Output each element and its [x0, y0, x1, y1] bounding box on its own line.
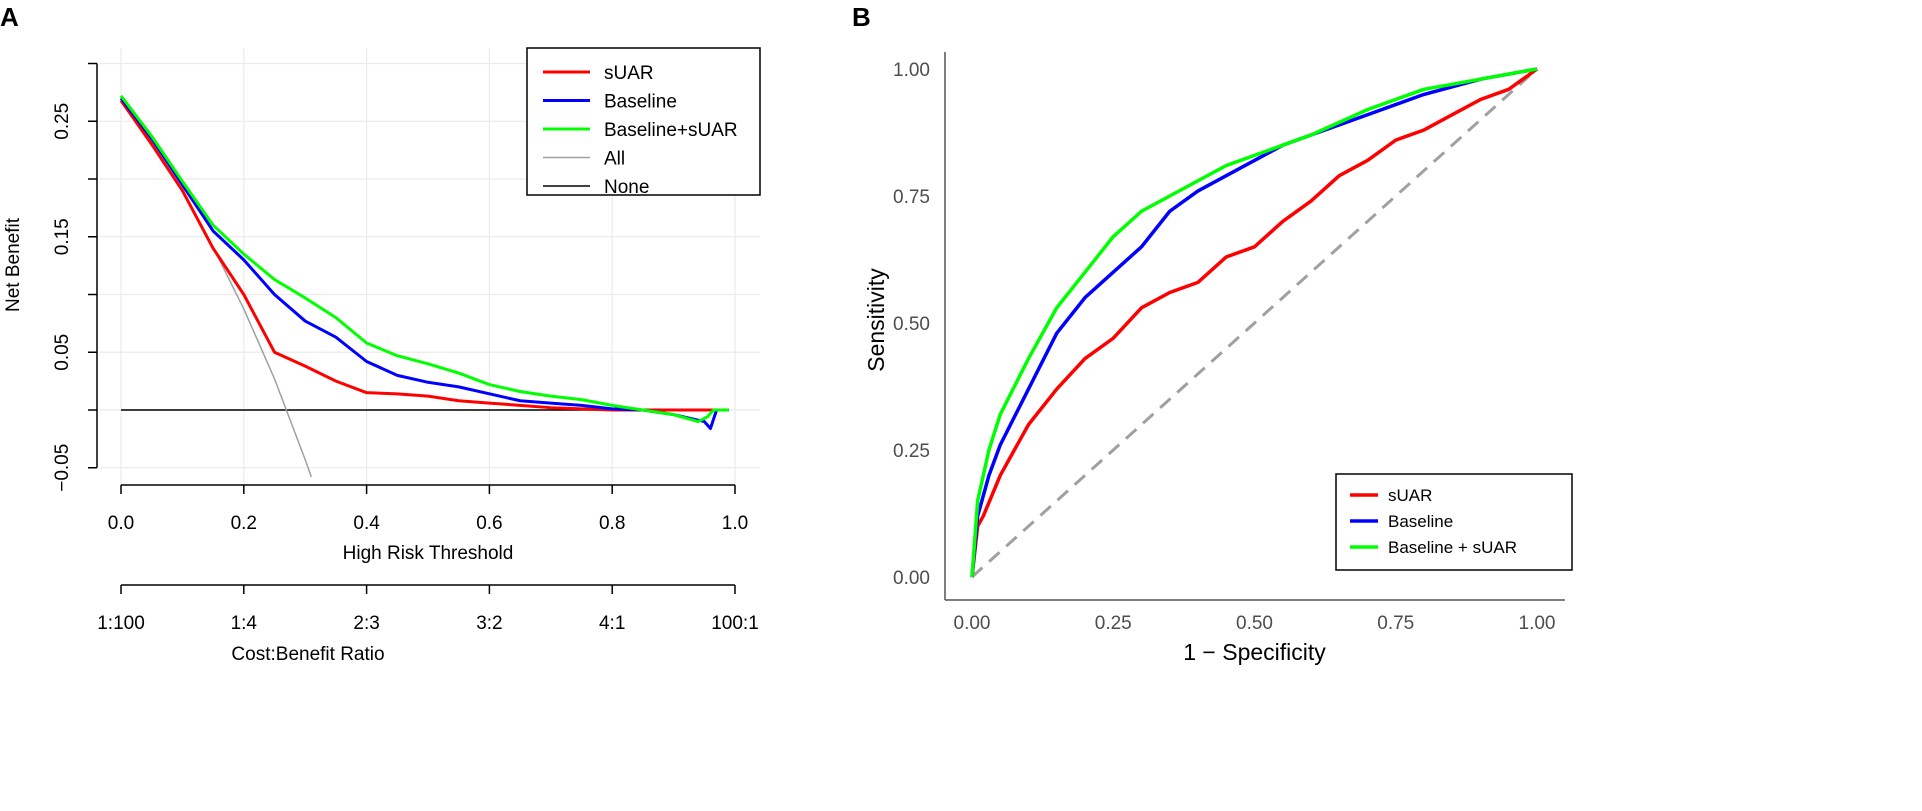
cost-benefit-tick-label: 1:4	[231, 613, 258, 634]
x-tick-label: 0.25	[1095, 613, 1132, 634]
y-tick-label: 0.75	[893, 187, 930, 208]
x-axis-title: 1 − Specificity	[1183, 639, 1326, 665]
cost-benefit-tick-label: 4:1	[599, 613, 625, 634]
y-tick-label: 0.00	[893, 568, 930, 589]
x-tick-label: 0.00	[954, 613, 991, 634]
y-tick-label: 0.15	[52, 218, 73, 255]
series-line-all	[120, 97, 313, 478]
legend: sUAR Baseline Baseline+sUAR All None	[526, 47, 761, 198]
y-tick-label: 0.05	[52, 334, 73, 371]
x-tick-label: 0.0	[108, 513, 134, 534]
legend-label: sUAR	[1388, 486, 1432, 505]
series-line-baseline-suar	[119, 94, 729, 424]
panel-label-a: A	[0, 2, 19, 32]
x-tick-label: 0.8	[599, 513, 625, 534]
cost-benefit-axis-title: Cost:Benefit Ratio	[231, 644, 384, 665]
cost-benefit-tick-label: 1:100	[97, 613, 145, 634]
x-tick-label: 0.50	[1236, 613, 1273, 634]
y-axis-title: Sensitivity	[863, 268, 889, 372]
y-tick-label: 0.25	[52, 103, 73, 140]
y-tick-label: −0.05	[52, 444, 73, 492]
roc-curve-panel: 0.00 0.25 0.50 0.75 1.00 0.00 0.25 0.50 0.75 1.00…	[863, 52, 1573, 665]
legend-label: Baseline	[604, 92, 677, 113]
x-tick-label: 0.6	[476, 513, 502, 534]
y-axis-title: Net Benefit	[3, 217, 24, 312]
legend-label: Baseline + sUAR	[1388, 538, 1517, 557]
reference-diagonal-line	[970, 67, 1539, 579]
y-tick-label: 0.50	[893, 314, 930, 335]
x-tick-label: 0.2	[231, 513, 257, 534]
x-axis-title: High Risk Threshold	[343, 543, 514, 564]
cost-benefit-tick-label: 3:2	[476, 613, 502, 634]
x-tick-label: 1.00	[1519, 613, 1556, 634]
x-tick-label: 0.75	[1377, 613, 1414, 634]
legend-label: None	[604, 177, 649, 198]
cost-benefit-tick-label: 100:1	[711, 613, 759, 634]
y-tick-label: 0.25	[893, 441, 930, 462]
cost-benefit-tick-label: 2:3	[353, 613, 379, 634]
legend-label: Baseline+sUAR	[604, 120, 738, 141]
roc-line-baseline	[970, 67, 1538, 578]
legend: sUAR Baseline Baseline + sUAR	[1335, 473, 1573, 571]
decision-curve-panel: −0.05 0.05 0.15 0.25 Net Benefit 0.0 0.2 0.4 0.6…	[3, 47, 761, 665]
x-tick-label: 0.4	[353, 513, 380, 534]
roc-line-baseline-suar	[970, 67, 1538, 578]
legend-label: All	[604, 149, 625, 170]
panel-label-b: B	[852, 2, 871, 32]
roc-line-suar	[970, 67, 1539, 578]
legend-label: Baseline	[1388, 512, 1453, 531]
x-tick-label: 1.0	[722, 513, 748, 534]
legend-label: sUAR	[604, 63, 654, 84]
y-tick-label: 1.00	[893, 60, 930, 81]
